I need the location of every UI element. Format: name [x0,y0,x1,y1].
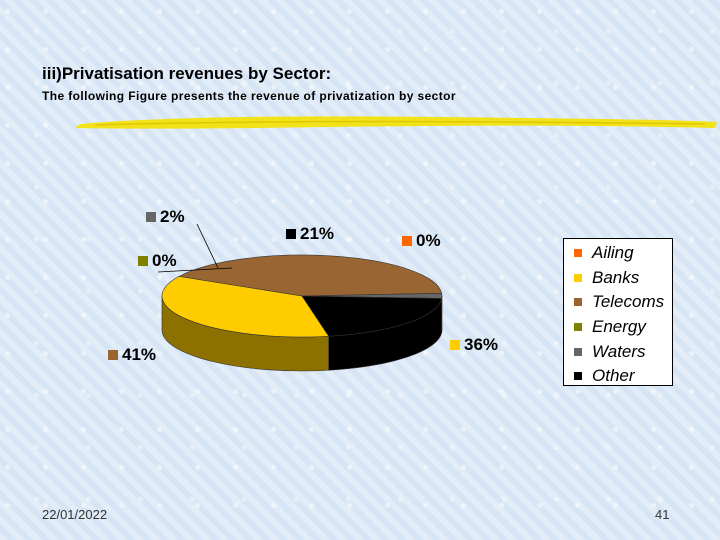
legend-item-other: Other [564,364,672,389]
pie-slice-banks [161,276,330,338]
legend-swatch-other [574,372,582,381]
legend-label-ailing: Ailing [592,243,634,263]
legend-swatch-energy [574,323,582,332]
data-label-swatch-other [286,229,296,239]
legend-swatch-waters [574,347,582,356]
data-label-other: 21% [300,224,334,243]
legend-item-waters: Waters [564,339,672,364]
legend-swatch-telecoms [574,298,582,307]
legend-label-telecoms: Telecoms [592,292,665,312]
legend-label-other: Other [592,366,635,386]
data-label-banks: 36% [464,335,498,354]
legend-swatch-ailing [574,249,582,258]
title-underline-stroke [75,116,717,129]
data-label-swatch-telecoms [108,350,118,360]
data-label-swatch-energy [138,256,148,266]
data-label-energy: 0% [152,251,177,270]
legend-label-energy: Energy [592,317,646,337]
leader-line-waters [196,223,219,269]
legend-item-energy: Energy [564,315,672,340]
data-label-ailing: 0% [416,231,441,250]
leader-line-energy [157,267,233,273]
data-label-telecoms: 41% [122,345,156,364]
legend-label-waters: Waters [592,341,646,361]
legend-label-banks: Banks [592,267,640,287]
data-label-waters: 2% [160,207,185,226]
chart-legend: Ailing Banks Telecoms Energy Waters Othe… [563,238,673,386]
slide-title: iii)Privatisation revenues by Sector: [42,64,332,83]
slide-subtitle: The following Figure presents the revenu… [42,89,456,103]
data-label-swatch-ailing [402,236,412,246]
legend-item-telecoms: Telecoms [564,290,672,315]
pie-slice-other [301,295,443,337]
data-label-swatch-banks [450,340,460,350]
legend-item-banks: Banks [564,266,672,291]
page-number: 41 [655,507,670,522]
data-label-swatch-waters [146,212,156,222]
legend-item-ailing: Ailing [564,241,672,266]
pie-slice-telecoms [178,254,443,297]
footer-date: 22/01/2022 [42,507,108,522]
legend-swatch-banks [574,273,582,282]
